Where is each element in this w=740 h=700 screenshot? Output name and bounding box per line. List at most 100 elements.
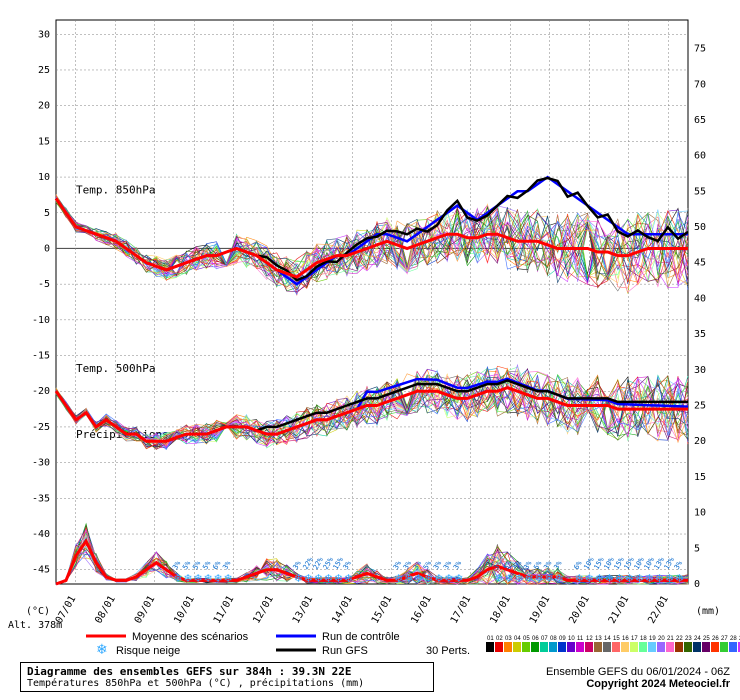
chart-subtitle: Températures 850hPa et 500hPa (°C) , pré… [27, 678, 427, 689]
svg-text:21/01: 21/01 [607, 594, 632, 626]
svg-text:60: 60 [694, 151, 706, 162]
svg-text:20/01: 20/01 [567, 594, 592, 626]
svg-text:10/01: 10/01 [172, 594, 197, 626]
svg-text:❄: ❄ [424, 573, 433, 585]
svg-text:-20: -20 [32, 386, 50, 397]
svg-text:30: 30 [38, 29, 50, 40]
svg-text:❄: ❄ [444, 573, 453, 585]
svg-text:23: 23 [685, 636, 692, 642]
svg-text:(mm): (mm) [696, 606, 720, 617]
svg-text:❄: ❄ [214, 573, 223, 585]
svg-text:45: 45 [694, 258, 706, 269]
svg-text:75: 75 [694, 44, 706, 55]
svg-text:-15: -15 [32, 351, 50, 362]
svg-text:Moyenne des scénarios: Moyenne des scénarios [132, 631, 249, 643]
svg-text:❄: ❄ [324, 573, 333, 585]
svg-text:25: 25 [703, 636, 710, 642]
svg-text:01: 01 [487, 636, 494, 642]
svg-text:26: 26 [712, 636, 719, 642]
svg-text:❄: ❄ [304, 573, 313, 585]
svg-text:20: 20 [38, 101, 50, 112]
svg-text:-10: -10 [32, 315, 50, 326]
footer-box: Diagramme des ensembles GEFS sur 384h : … [20, 662, 434, 692]
svg-text:08/01: 08/01 [93, 594, 118, 626]
chart-svg: -45-40-35-30-25-20-15-10-505101520253005… [0, 0, 740, 700]
svg-text:❄: ❄ [595, 573, 604, 585]
svg-text:❄: ❄ [394, 573, 403, 585]
svg-text:06: 06 [532, 636, 539, 642]
svg-text:16: 16 [622, 636, 629, 642]
svg-text:-5: -5 [38, 279, 50, 290]
svg-text:22/01: 22/01 [646, 594, 671, 626]
svg-text:❄: ❄ [183, 573, 192, 585]
svg-text:18/01: 18/01 [488, 594, 513, 626]
svg-text:50: 50 [694, 222, 706, 233]
svg-text:❄: ❄ [414, 573, 423, 585]
svg-text:❄: ❄ [96, 641, 108, 657]
svg-text:Risque neige: Risque neige [116, 645, 180, 657]
svg-text:❄: ❄ [514, 573, 523, 585]
svg-text:❄: ❄ [665, 573, 674, 585]
svg-text:-35: -35 [32, 493, 50, 504]
svg-text:❄: ❄ [504, 573, 513, 585]
svg-text:14/01: 14/01 [330, 594, 355, 626]
chart-title: Diagramme des ensembles GEFS sur 384h : … [27, 665, 427, 678]
svg-text:08: 08 [550, 636, 557, 642]
svg-text:10: 10 [568, 636, 575, 642]
svg-text:13/01: 13/01 [291, 594, 316, 626]
svg-text:10: 10 [38, 172, 50, 183]
svg-text:13: 13 [595, 636, 602, 642]
svg-text:20: 20 [694, 436, 706, 447]
svg-text:11: 11 [577, 636, 584, 642]
svg-text:35: 35 [694, 329, 706, 340]
copyright: Copyright 2024 Meteociel.fr [546, 678, 730, 690]
svg-text:❄: ❄ [454, 573, 463, 585]
svg-text:❄: ❄ [535, 573, 544, 585]
svg-text:25: 25 [694, 401, 706, 412]
svg-text:❄: ❄ [615, 573, 624, 585]
svg-text:21: 21 [667, 636, 674, 642]
svg-text:15: 15 [613, 636, 620, 642]
svg-text:❄: ❄ [314, 573, 323, 585]
svg-text:❄: ❄ [193, 573, 202, 585]
svg-text:12/01: 12/01 [251, 594, 276, 626]
svg-text:-25: -25 [32, 422, 50, 433]
svg-text:17/01: 17/01 [449, 594, 474, 626]
svg-text:16/01: 16/01 [409, 594, 434, 626]
svg-text:28: 28 [730, 636, 737, 642]
svg-text:19: 19 [649, 636, 656, 642]
svg-text:Alt. 378m: Alt. 378m [8, 620, 62, 631]
svg-text:❄: ❄ [434, 573, 443, 585]
svg-text:04: 04 [514, 636, 521, 642]
svg-text:-40: -40 [32, 529, 50, 540]
svg-text:5: 5 [694, 543, 700, 554]
footer-right: Ensemble GEFS du 06/01/2024 - 06Z Copyri… [546, 666, 730, 690]
svg-text:17: 17 [631, 636, 638, 642]
svg-text:(°C): (°C) [26, 606, 50, 617]
svg-text:30: 30 [694, 365, 706, 376]
svg-text:10: 10 [694, 508, 706, 519]
svg-text:-30: -30 [32, 458, 50, 469]
svg-text:❄: ❄ [625, 573, 634, 585]
svg-text:70: 70 [694, 79, 706, 90]
svg-text:05: 05 [523, 636, 530, 642]
svg-text:❄: ❄ [635, 573, 644, 585]
svg-text:65: 65 [694, 115, 706, 126]
svg-text:Run GFS: Run GFS [322, 645, 368, 657]
svg-text:40: 40 [694, 293, 706, 304]
svg-text:Temp. 500hPa: Temp. 500hPa [76, 362, 155, 375]
svg-text:12: 12 [586, 636, 593, 642]
svg-text:❄: ❄ [203, 573, 212, 585]
svg-text:❄: ❄ [344, 573, 353, 585]
svg-text:0: 0 [694, 579, 700, 590]
svg-text:55: 55 [694, 186, 706, 197]
svg-text:24: 24 [694, 636, 701, 642]
svg-text:14: 14 [604, 636, 611, 642]
svg-text:❄: ❄ [294, 573, 303, 585]
svg-text:❄: ❄ [494, 573, 503, 585]
svg-text:02: 02 [496, 636, 503, 642]
svg-text:❄: ❄ [224, 573, 233, 585]
svg-text:❄: ❄ [555, 573, 564, 585]
svg-text:❄: ❄ [545, 573, 554, 585]
svg-text:❄: ❄ [605, 573, 614, 585]
